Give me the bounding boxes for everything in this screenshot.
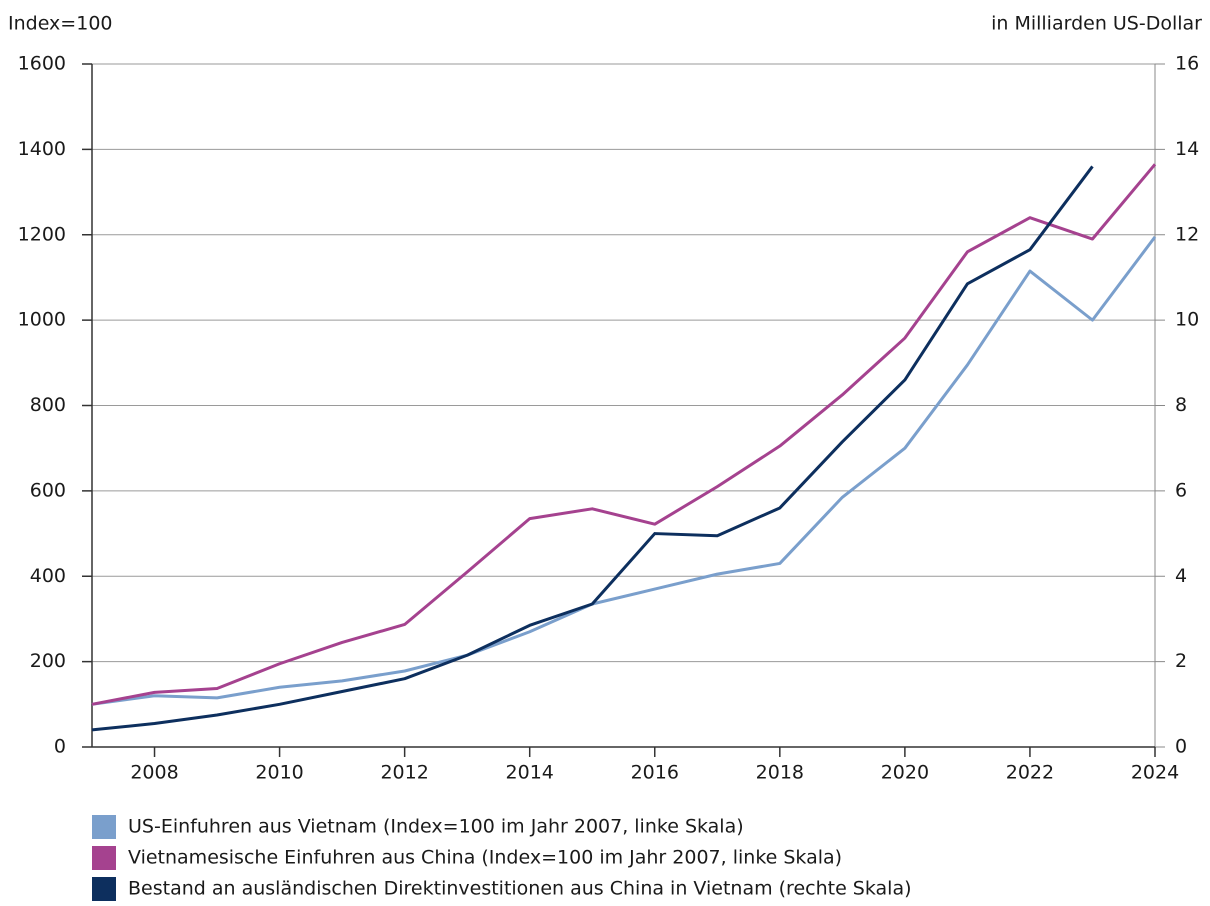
y2-tick-label: 4	[1175, 565, 1187, 587]
y2-tick-label: 2	[1175, 650, 1187, 672]
series-line	[91, 165, 1094, 732]
y-tick-label: 400	[30, 565, 66, 587]
legend-label: Bestand an ausländischen Direktinvestiti…	[128, 878, 912, 900]
x-tick-label: 2024	[1131, 762, 1179, 784]
y2-tick-label: 16	[1175, 53, 1199, 75]
y-axis-title: Index=100	[8, 13, 113, 35]
x-tick-label: 2016	[631, 762, 679, 784]
x-tick-label: 2022	[1006, 762, 1054, 784]
legend-swatch	[92, 877, 116, 901]
x-tick-label: 2012	[380, 762, 428, 784]
x-tick-label: 2020	[881, 762, 929, 784]
x-tick-label: 2014	[506, 762, 554, 784]
y-tick-label: 1400	[18, 138, 66, 160]
y2-tick-label: 14	[1175, 138, 1199, 160]
y-tick-label: 1200	[18, 223, 66, 245]
y2-axis-title: in Milliarden US-Dollar	[991, 13, 1202, 35]
y2-tick-label: 12	[1175, 223, 1199, 245]
y-tick-label: 600	[30, 479, 66, 501]
y-tick-label: 0	[54, 736, 66, 758]
y-tick-label: 200	[30, 650, 66, 672]
series-line	[91, 163, 1157, 706]
series-line	[91, 235, 1157, 706]
y-tick-label: 1600	[18, 53, 66, 75]
legend-swatch	[92, 815, 116, 839]
x-tick-label: 2010	[255, 762, 303, 784]
y2-tick-label: 8	[1175, 394, 1187, 416]
legend-label: US-Einfuhren aus Vietnam (Index=100 im J…	[128, 816, 744, 838]
x-tick-label: 2008	[130, 762, 178, 784]
legend-swatch	[92, 846, 116, 870]
y-tick-label: 1000	[18, 309, 66, 331]
y-tick-label: 800	[30, 394, 66, 416]
y2-tick-label: 6	[1175, 479, 1187, 501]
legend-label: Vietnamesische Einfuhren aus China (Inde…	[128, 847, 842, 869]
y2-tick-label: 0	[1175, 736, 1187, 758]
y2-tick-label: 10	[1175, 309, 1199, 331]
x-tick-label: 2018	[756, 762, 804, 784]
